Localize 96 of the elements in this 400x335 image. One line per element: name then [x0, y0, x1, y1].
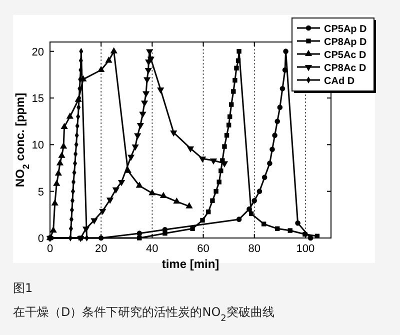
legend-label: CP8Ac D [324, 63, 366, 74]
point [127, 154, 135, 161]
legend-label: CAd D [324, 76, 355, 87]
point [231, 89, 236, 94]
point [270, 146, 275, 152]
point [308, 235, 314, 241]
point [222, 144, 227, 149]
point [277, 104, 283, 110]
point [162, 230, 168, 236]
point [295, 220, 300, 226]
x-tick-label: 20 [94, 243, 108, 255]
point [234, 66, 239, 70]
point [210, 198, 215, 204]
text: 在干燥（D）条件下研究的活性炭的NO$_{2}$突破曲线 [13, 305, 274, 324]
x-axis-title: time [min] [162, 257, 220, 271]
point [112, 187, 120, 194]
point [288, 228, 292, 233]
point [227, 114, 232, 120]
point [283, 48, 288, 54]
point [71, 178, 76, 186]
y-tick-label: 0 [38, 233, 44, 245]
point [147, 56, 154, 63]
point [51, 199, 58, 206]
x-tick-label: 60 [197, 243, 210, 255]
point [148, 189, 156, 196]
point [210, 158, 218, 165]
point [132, 144, 139, 151]
point [218, 168, 224, 174]
point [186, 146, 194, 153]
legend-label: CP5Ap D [324, 24, 367, 35]
point [226, 122, 232, 128]
point [50, 226, 57, 233]
legend-label: CP8Ap D [324, 37, 367, 48]
point [137, 236, 142, 240]
x-tick-label: 40 [146, 243, 158, 255]
point [261, 222, 266, 226]
point [206, 210, 211, 214]
point [136, 230, 142, 236]
point [236, 58, 241, 64]
point [98, 66, 105, 72]
point [200, 218, 205, 223]
point [140, 100, 148, 107]
point [214, 188, 218, 194]
point [142, 91, 150, 98]
y-tick-label: 15 [32, 93, 44, 105]
point [160, 192, 167, 198]
point [236, 48, 242, 54]
point [262, 174, 268, 180]
point [110, 47, 118, 54]
point [134, 133, 142, 140]
point [232, 78, 238, 83]
point [186, 202, 193, 208]
y-tick-label: 10 [32, 140, 44, 152]
point [144, 77, 151, 84]
point [280, 86, 286, 92]
point [252, 198, 258, 204]
point [275, 226, 280, 232]
point [53, 180, 60, 186]
point [118, 180, 126, 186]
point [272, 132, 278, 138]
point [229, 102, 234, 107]
y-tick-label: 20 [32, 46, 44, 58]
point [216, 180, 222, 184]
point [58, 152, 66, 158]
point [146, 49, 154, 56]
point [144, 68, 152, 74]
legend-label: CP5Ac D [324, 50, 366, 61]
point [56, 159, 64, 166]
point [282, 67, 288, 73]
point [60, 142, 68, 149]
point [190, 226, 195, 232]
point [60, 122, 68, 129]
point [267, 160, 272, 166]
point [173, 197, 180, 204]
point [170, 130, 178, 137]
point [136, 123, 144, 130]
x-tick-label: 100 [296, 243, 315, 255]
point [139, 112, 146, 118]
point [106, 198, 114, 204]
y-tick-label: 5 [38, 186, 44, 198]
point [54, 169, 62, 176]
caption: 图1 [13, 281, 33, 295]
point [256, 188, 262, 194]
point [224, 132, 230, 138]
x-tick-label: 0 [46, 243, 54, 255]
point [248, 211, 254, 216]
point [236, 216, 242, 222]
point [90, 218, 98, 224]
x-tick-label: 80 [248, 243, 260, 255]
point [136, 182, 143, 188]
point [198, 156, 206, 163]
point [99, 208, 106, 216]
point [66, 112, 74, 119]
point [274, 118, 280, 124]
point [157, 88, 164, 94]
point [105, 56, 112, 63]
